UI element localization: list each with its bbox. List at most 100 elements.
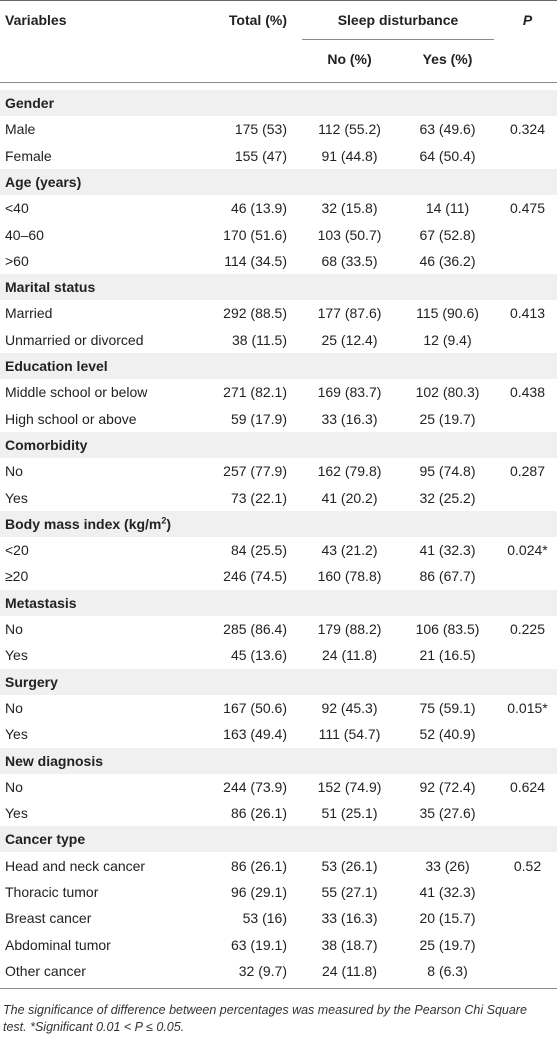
cell-p [498,327,557,353]
row-label: Thoracic tumor [5,884,99,900]
cell-total: 271 (82.1) [223,384,287,401]
cell-yes: 102 (80.3) [415,384,480,401]
group-label-tail: ) [166,515,172,532]
cell-yes: 106 (83.5) [415,621,480,637]
cell-yes: 14 (11) [425,200,470,217]
row-label: Yes [5,726,28,743]
cell-p: 0.52 [513,857,542,874]
cell-yes: 25 (19.7) [419,410,476,427]
cell-p [498,642,557,668]
cell-no: 53 (26.1) [321,857,378,874]
cell-no: 91 (44.8) [321,147,378,164]
row-label: <40 [5,200,29,217]
cell-no: 179 (88.2) [317,621,382,637]
table-row: Head and neck cancer 86 (26.1) 53 (26.1) 33… [0,853,557,879]
cell-yes: 115 (90.6) [416,305,479,322]
table-row: Female 155 (47) 91 (44.8) 64 (50.4) [0,143,557,169]
cell-total: 63 (19.1) [230,936,287,953]
group-row: Surgery [0,668,557,695]
cell-no: 32 (15.8) [321,200,378,217]
cell-total: 59 (17.9) [230,410,287,427]
cell-total: 86 (26.1) [230,805,287,822]
row-label: 40–60 [5,226,44,243]
cell-no: 152 (74.9) [317,778,382,795]
cell-p [498,958,557,984]
cell-no: 169 (83.7) [317,384,382,401]
header-variables: Variables [5,12,67,28]
table-row: No 257 (77.9) 162 (79.8) 95 (74.8) 0.287 [0,458,557,484]
cell-p: 0.438 [509,384,546,401]
table-bottom-rule [0,988,557,990]
group-row: Body mass index (kg/m2) [0,510,557,537]
cell-yes: 41 (32.3) [419,884,476,900]
cell-total: 175 (53) [234,121,287,138]
row-label: Breast cancer [5,910,92,927]
cell-p [498,485,557,511]
table-row: >60 114 (34.5) 68 (33.5) 46 (36.2) [0,248,557,274]
cell-p [498,248,557,274]
group-label: Cancer type [5,831,86,848]
cell-no: 38 (18.7) [321,936,378,953]
cell-p [498,879,557,905]
cell-yes: 52 (40.9) [419,726,476,743]
cell-no: 24 (11.8) [322,647,377,664]
table-row: Male 175 (53) 112 (55.2) 63 (49.6) 0.324 [0,116,557,142]
group-row: Cancer type [0,826,557,853]
cell-no: 41 (20.2) [321,489,378,506]
cell-no: 162 (79.8) [317,463,382,480]
table-row: High school or above 59 (17.9) 33 (16.3) 25… [0,406,557,432]
cell-p [498,563,557,589]
cell-total: 38 (11.5) [232,331,287,348]
cell-total: 167 (50.6) [223,699,287,716]
cell-p [498,406,557,432]
cell-yes: 33 (26) [425,857,470,874]
row-label: Yes [5,489,28,506]
cell-p: 0.287 [509,463,546,480]
cell-no: 177 (87.6) [317,305,382,322]
group-label: New diagnosis [5,752,104,769]
cell-total: 32 (9.7) [238,962,287,979]
table-row: Thoracic tumor 96 (29.1) 55 (27.1) 41 (32.3… [0,879,557,905]
table-top-rule [0,0,557,1]
cell-no: 33 (16.3) [321,910,378,927]
header-total: Total (%) [228,12,287,28]
cell-no: 103 (50.7) [317,226,382,243]
table-row: Unmarried or divorced 38 (11.5) 25 (12.4) 1… [0,327,557,353]
cell-total: 285 (86.4) [223,621,287,637]
cell-p [498,932,557,958]
cell-yes: 25 (19.7) [419,936,476,953]
table-row: Middle school or below 271 (82.1) 169 (83.… [0,379,557,405]
group-label: Gender [5,95,55,111]
row-label: No [5,778,23,795]
cell-total: 257 (77.9) [223,463,287,480]
group-label-superscript: 2 [161,515,167,526]
table-row: ≥20 246 (74.5) 160 (78.8) 86 (67.7) [0,563,557,589]
cell-yes: 92 (72.4) [419,778,476,795]
row-label: Unmarried or divorced [5,331,144,348]
group-label: Metastasis [5,594,77,611]
group-label: Comorbidity [5,436,88,453]
cell-no: 25 (12.4) [321,331,378,348]
table-row: Other cancer 32 (9.7) 24 (11.8) 8 (6.3) [0,958,557,984]
cell-yes: 63 (49.6) [419,121,476,138]
cell-total: 53 (16) [242,910,287,927]
cell-p: 0.413 [509,305,546,322]
row-label: Abdominal tumor [5,936,111,953]
cell-p: 0.624 [509,778,546,795]
group-row: Metastasis [0,589,557,616]
cell-yes: 12 (9.4) [423,331,472,348]
cell-total: 163 (49.4) [223,726,287,743]
cell-no: 160 (78.8) [317,568,382,585]
cell-yes: 35 (27.6) [419,805,476,822]
group-label: Body mass index (kg/m2) [5,515,172,532]
cell-no: 92 (45.3) [321,699,378,716]
cell-total: 246 (74.5) [223,568,287,585]
group-row: New diagnosis [0,747,557,774]
row-label: Female [5,147,52,164]
cell-yes: 64 (50.4) [419,147,476,164]
table-row: No 285 (86.4) 179 (88.2) 106 (83.5) 0.225 [0,616,557,642]
table-row: Yes 45 (13.6) 24 (11.8) 21 (16.5) [0,642,557,668]
row-label: Married [5,305,53,322]
cell-p [498,721,557,747]
header-sleep-disturbance: Sleep disturbance [337,12,459,28]
